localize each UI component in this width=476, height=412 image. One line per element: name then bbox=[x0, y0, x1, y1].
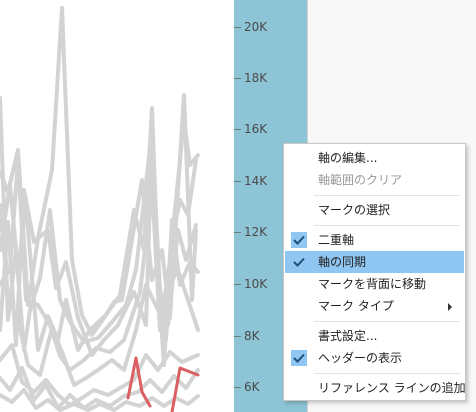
menu-item-add-reference-line[interactable]: リファレンス ラインの追加 bbox=[285, 377, 466, 399]
axis-tick-label: 14K bbox=[244, 174, 268, 188]
menu-item-label: リファレンス ラインの追加 bbox=[318, 381, 466, 395]
axis-tick bbox=[234, 27, 241, 28]
menu-item-label: 軸範囲のクリア bbox=[318, 173, 403, 187]
menu-item-label: 書式設定... bbox=[318, 329, 378, 343]
axis-tick-label: 18K bbox=[244, 71, 268, 85]
axis-tick bbox=[234, 78, 241, 79]
checkmark-icon bbox=[291, 254, 307, 270]
submenu-arrow-icon bbox=[448, 303, 452, 311]
axis-tick-label: 12K bbox=[244, 225, 268, 239]
gray-series-line bbox=[0, 203, 200, 387]
menu-item-label: 軸の編集... bbox=[318, 151, 378, 165]
menu-item-label: マークを背面に移動 bbox=[318, 277, 427, 291]
axis-tick bbox=[234, 284, 241, 285]
menu-item-label: 二重軸 bbox=[318, 233, 355, 247]
line-chart bbox=[0, 6, 200, 412]
menu-item-format[interactable]: 書式設定... bbox=[285, 325, 464, 347]
menu-item-clear-axis-range: 軸範囲のクリア bbox=[285, 169, 464, 191]
menu-item-dual-axis[interactable]: 二重軸 bbox=[285, 229, 464, 251]
gray-series-line bbox=[0, 158, 200, 372]
menu-separator bbox=[314, 225, 460, 226]
menu-item-label: 軸の同期 bbox=[318, 255, 367, 269]
axis-tick bbox=[234, 387, 241, 388]
gray-series-line bbox=[0, 388, 200, 412]
menu-item-mark-type[interactable]: マーク タイプ bbox=[285, 295, 464, 317]
axis-tick bbox=[234, 129, 241, 130]
red-series-line bbox=[126, 356, 152, 408]
menu-separator bbox=[314, 321, 460, 322]
gray-series-line bbox=[0, 366, 200, 410]
menu-separator bbox=[314, 373, 460, 374]
axis-tick-label: 8K bbox=[244, 329, 260, 343]
chart-plot-area[interactable] bbox=[0, 0, 234, 412]
axis-tick-label: 16K bbox=[244, 122, 268, 136]
menu-separator bbox=[314, 195, 460, 196]
axis-context-menu: 軸の編集... 軸範囲のクリア マークの選択 二重軸 軸の同期 マークを背面に移… bbox=[283, 143, 466, 401]
checkmark-icon bbox=[291, 232, 307, 248]
axis-tick bbox=[234, 181, 241, 182]
axis-tick bbox=[234, 232, 241, 233]
menu-item-label: マークの選択 bbox=[318, 203, 391, 217]
axis-tick-label: 6K bbox=[244, 380, 260, 394]
menu-item-label: マーク タイプ bbox=[318, 299, 394, 313]
menu-item-move-marks-to-back[interactable]: マークを背面に移動 bbox=[285, 273, 464, 295]
menu-item-label: ヘッダーの表示 bbox=[318, 351, 403, 365]
axis-tick bbox=[234, 336, 241, 337]
menu-item-select-marks[interactable]: マークの選択 bbox=[285, 199, 464, 221]
menu-item-show-header[interactable]: ヘッダーの表示 bbox=[285, 347, 464, 369]
red-series-line bbox=[170, 366, 200, 412]
axis-tick-label: 20K bbox=[244, 20, 268, 34]
checkmark-icon bbox=[291, 350, 307, 366]
menu-item-synchronize-axis[interactable]: 軸の同期 bbox=[285, 251, 464, 273]
axis-tick-label: 10K bbox=[244, 277, 268, 291]
menu-item-edit-axis[interactable]: 軸の編集... bbox=[285, 147, 464, 169]
